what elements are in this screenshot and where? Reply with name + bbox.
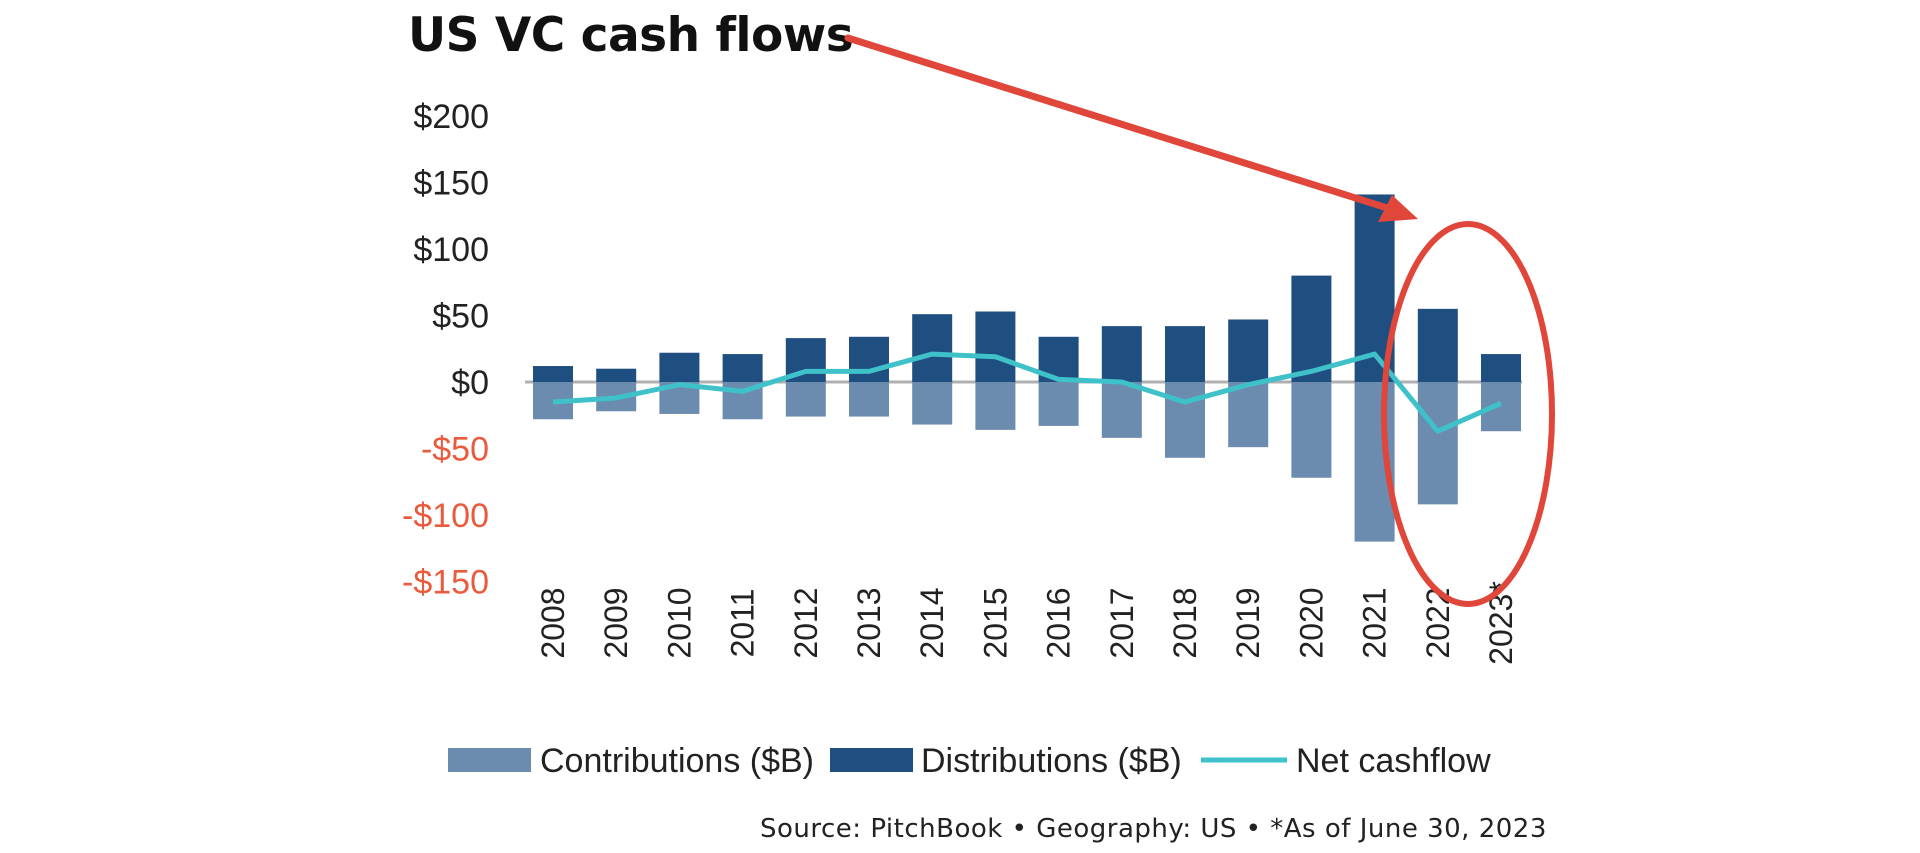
x-tick-label: 2011 (725, 589, 761, 658)
distribution-bar (722, 354, 763, 382)
x-axis-ticks: 2008 2009 2010 2011 2012 2013 2014 2015 2016 2017… (535, 581, 1519, 665)
contribution-bar (1038, 382, 1079, 426)
distribution-bar (659, 352, 700, 382)
x-tick-label: 2023* (1483, 581, 1519, 665)
legend-swatch (448, 748, 531, 772)
y-tick-label: $0 (451, 364, 489, 402)
x-tick-label: 2016 (1041, 587, 1077, 658)
x-tick-label: 2008 (535, 587, 571, 658)
y-tick-label: $100 (413, 231, 489, 269)
y-tick-label: $150 (413, 165, 489, 203)
distribution-bar (975, 311, 1016, 382)
contribution-bar (785, 382, 826, 417)
source-footnote: Source: PitchBook • Geography: US • *As … (760, 814, 1547, 844)
distribution-bar (1417, 308, 1458, 382)
annotations (844, 34, 1555, 607)
distribution-bar (1101, 326, 1142, 382)
distribution-bar (1228, 319, 1269, 382)
x-tick-label: 2021 (1357, 587, 1393, 658)
y-tick-label: -$100 (402, 497, 489, 535)
legend-swatch (830, 748, 913, 772)
legend-label: Net cashflow (1296, 742, 1491, 780)
annotation-arrowhead (1378, 195, 1418, 222)
distribution-bar (912, 314, 953, 382)
contribution-bar (1101, 382, 1142, 438)
distribution-bar (533, 366, 573, 382)
contribution-bar (912, 382, 953, 425)
chart-title: US VC cash flows (408, 8, 854, 63)
legend-label: Distributions ($B) (921, 742, 1182, 780)
contribution-bar (849, 382, 889, 417)
x-tick-label: 2013 (851, 587, 887, 658)
contribution-bar (1481, 382, 1521, 432)
x-tick-label: 2019 (1230, 587, 1266, 658)
distribution-bar (1291, 275, 1332, 382)
annotation-circle (1381, 221, 1555, 607)
x-tick-label: 2010 (661, 587, 697, 658)
x-tick-label: 2018 (1167, 587, 1203, 658)
contribution-bar (1291, 382, 1332, 478)
contribution-bar (1228, 382, 1269, 448)
distribution-bar (596, 368, 637, 382)
y-tick-label: $50 (432, 298, 489, 336)
net-cashflow-line-layer (552, 351, 1503, 434)
x-tick-label: 2012 (788, 587, 824, 658)
distribution-bar (849, 336, 889, 382)
y-tick-label: $200 (413, 98, 489, 136)
distribution-bar (1165, 326, 1205, 382)
contribution-bar (1417, 382, 1458, 505)
x-tick-label: 2009 (598, 587, 634, 658)
y-tick-label: -$150 (402, 564, 489, 602)
y-tick-label: -$50 (421, 431, 489, 469)
distribution-bar (1481, 354, 1521, 382)
x-tick-label: 2017 (1104, 587, 1140, 658)
legend-label: Contributions ($B) (540, 742, 814, 780)
x-tick-label: 2015 (977, 587, 1013, 658)
annotation-arrow (844, 34, 1404, 216)
legend: Contributions ($B) Distributions ($B) Net … (448, 742, 1491, 780)
net-cashflow-line (552, 351, 1503, 434)
contribution-bar (975, 382, 1016, 430)
contribution-bar (1165, 382, 1205, 458)
x-tick-label: 2014 (914, 587, 950, 658)
x-tick-label: 2020 (1293, 587, 1329, 658)
y-axis-ticks: $200 $150 $100 $50 $0 -$50 -$100 -$150 (402, 98, 489, 602)
